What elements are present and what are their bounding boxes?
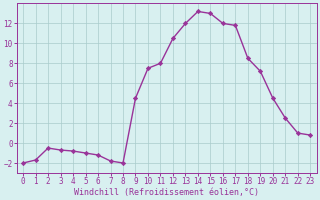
X-axis label: Windchill (Refroidissement éolien,°C): Windchill (Refroidissement éolien,°C) xyxy=(74,188,259,197)
